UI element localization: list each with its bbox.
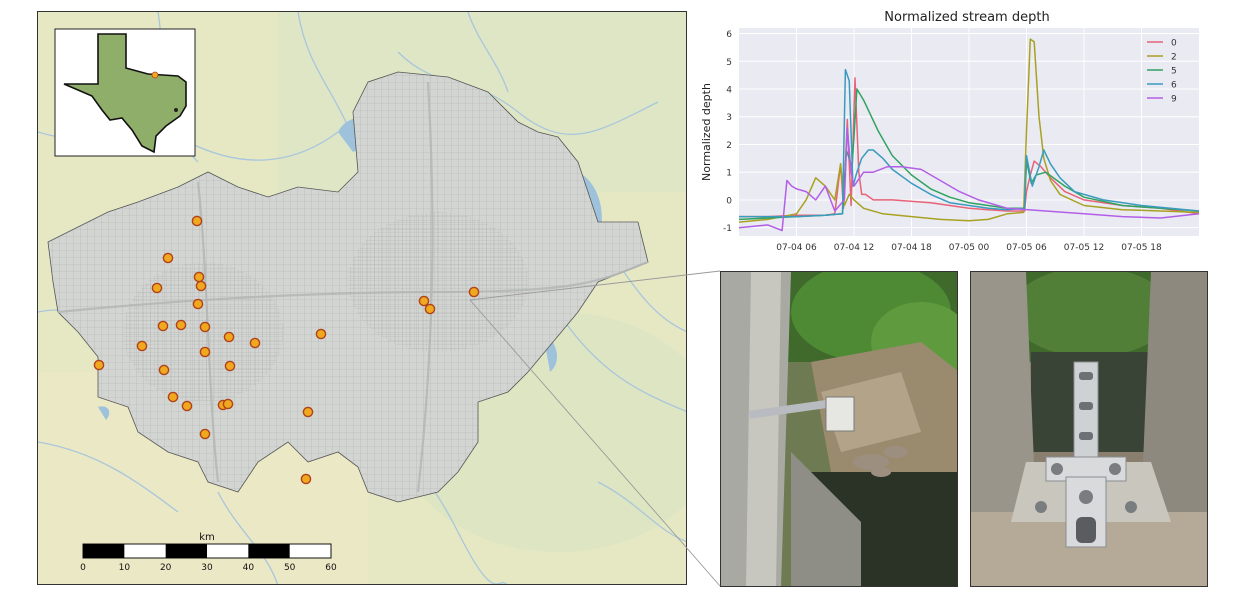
station-marker (468, 286, 480, 298)
texas-inset (54, 28, 196, 157)
station-marker (199, 428, 211, 440)
scalebar-segment (248, 544, 290, 558)
dfw-map: km 0 10 20 30 40 50 60 (38, 12, 686, 584)
y-tick-label: 6 (726, 30, 732, 40)
x-tick-label: 07-05 00 (949, 243, 990, 253)
chart-title: Normalized stream depth (884, 10, 1049, 25)
legend-label: 0 (1171, 39, 1177, 49)
scalebar-segment (165, 544, 207, 558)
x-tick-label: 07-05 12 (1064, 243, 1104, 253)
series-line-6 (739, 68, 1200, 218)
station-markers (93, 215, 480, 485)
station-marker (151, 282, 163, 294)
station-marker (191, 215, 203, 227)
series-line-5 (738, 88, 1200, 221)
series-line-9 (738, 127, 1200, 232)
station-marker (224, 360, 236, 372)
dfw-location-marker (151, 71, 159, 79)
station-marker (249, 337, 261, 349)
x-tick-label: 07-04 18 (891, 243, 932, 253)
legend-label: 9 (1171, 95, 1177, 105)
station-marker (162, 252, 174, 264)
x-tick-label: 07-04 12 (834, 243, 874, 253)
series-line-2 (738, 38, 1200, 223)
x-tick-label: 07-05 18 (1121, 243, 1162, 253)
station-marker (302, 406, 314, 418)
station-marker (315, 328, 327, 340)
station-marker (175, 319, 187, 331)
scalebar: km 0 10 20 30 40 50 60 (80, 532, 337, 573)
station-marker (93, 359, 105, 371)
y-tick-labels: -1 0 1 2 3 4 5 6 (723, 30, 732, 234)
legend-label: 6 (1171, 81, 1177, 91)
stream-depth-chart: Normalized stream depth -1 0 1 2 3 4 5 6 07-04 … (700, 10, 1200, 253)
scalebar-tick-label: 20 (160, 563, 172, 573)
station-marker (199, 321, 211, 333)
y-tick-label: 1 (726, 169, 732, 179)
chart-series (738, 38, 1200, 232)
station-marker (192, 298, 204, 310)
station-marker (157, 320, 169, 332)
station-marker (193, 271, 205, 283)
sensor-mount-bracket-photo (970, 271, 1208, 587)
station-marker (181, 400, 193, 412)
map-panel: km 0 10 20 30 40 50 60 (37, 11, 687, 585)
station-marker (223, 331, 235, 343)
x-tick-label: 07-04 06 (776, 243, 817, 253)
scalebar-tick-label: 10 (119, 563, 131, 573)
station-marker (300, 473, 312, 485)
y-tick-label: 3 (726, 113, 732, 123)
station-marker (136, 340, 148, 352)
y-tick-label: 4 (726, 86, 732, 96)
y-tick-label: -1 (723, 224, 732, 234)
station-marker (158, 364, 170, 376)
station-marker (199, 346, 211, 358)
bridge-mounted-sensor-photo (720, 271, 958, 587)
y-tick-label: 0 (726, 196, 732, 206)
legend-label: 2 (1171, 53, 1177, 63)
chart-legend: 0 2 5 6 9 (1147, 39, 1177, 105)
x-tick-label: 07-05 06 (1006, 243, 1047, 253)
scalebar-tick-label: 40 (243, 563, 255, 573)
scalebar-unit-label: km (199, 532, 215, 543)
y-tick-label: 2 (726, 141, 732, 151)
station-marker (195, 280, 207, 292)
station-marker (222, 398, 234, 410)
scalebar-segment (83, 544, 125, 558)
station-marker (424, 303, 436, 315)
x-tick-labels: 07-04 06 07-04 12 07-04 18 07-05 00 07-05 06… (776, 243, 1162, 253)
scalebar-tick-label: 50 (284, 563, 296, 573)
station-marker (418, 295, 430, 307)
station-marker (167, 391, 179, 403)
scalebar-tick-label: 60 (325, 563, 337, 573)
scalebar-tick-label: 0 (80, 563, 86, 573)
legend-label: 5 (1171, 67, 1177, 77)
y-axis-label: Normalized depth (700, 83, 713, 181)
scalebar-tick-label: 30 (201, 563, 213, 573)
y-tick-label: 5 (726, 58, 732, 68)
